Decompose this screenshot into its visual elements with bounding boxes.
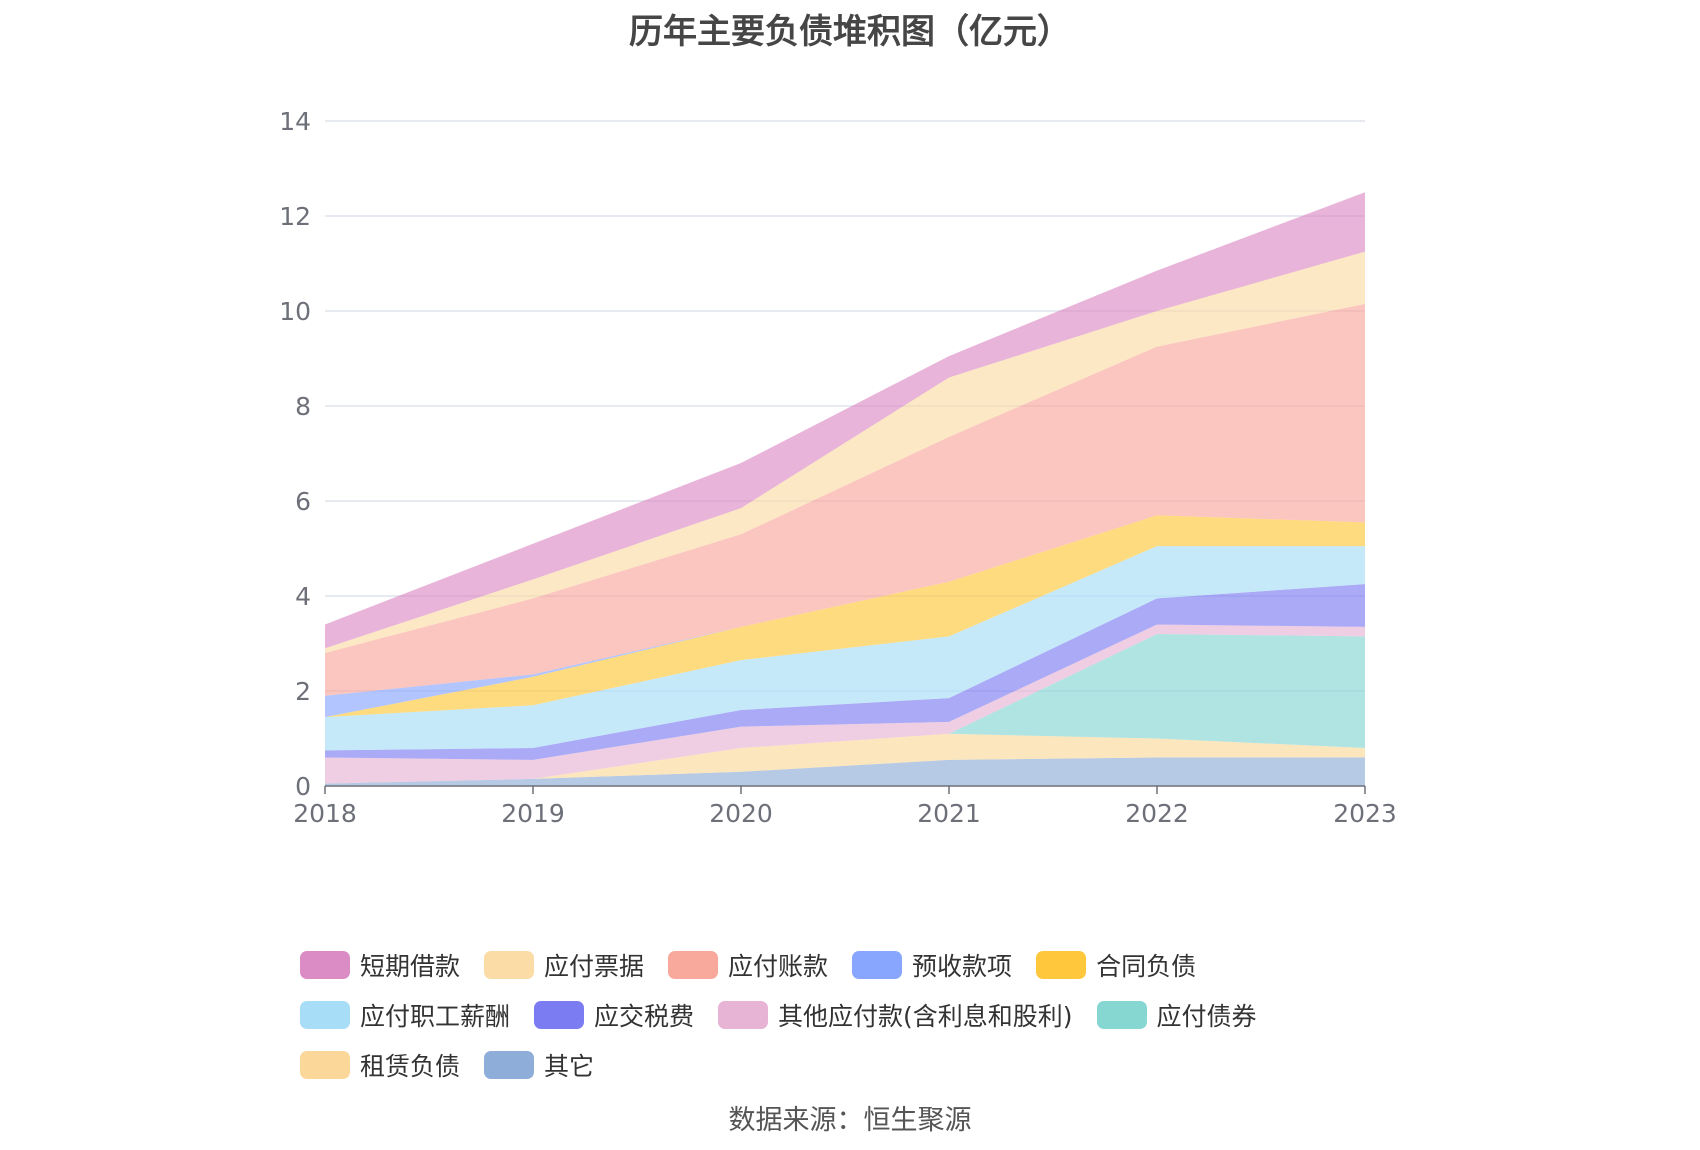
y-tick-label: 12 [279, 202, 311, 231]
legend-label: 合同负债 [1096, 952, 1197, 981]
area-series [325, 251, 1365, 653]
legend-item[interactable]: 应付职工薪酬 [300, 1000, 511, 1031]
legend-swatch [1096, 1001, 1147, 1029]
chart-title: 历年主要负债堆积图（亿元） [629, 12, 1071, 52]
legend-item[interactable]: 合同负债 [1036, 950, 1197, 981]
legend-swatch [1036, 951, 1087, 979]
legend-label: 应付职工薪酬 [360, 1002, 511, 1031]
area-series [325, 515, 1365, 718]
legend-item[interactable]: 其它 [484, 1050, 595, 1081]
area-series [325, 634, 1365, 784]
chart-plot: 0 2 4 6 8 10 12 14 2018 2019 2020 2021 2022 2023 [279, 107, 1397, 828]
y-tick-label: 8 [295, 392, 311, 421]
x-tick-label: 2019 [501, 799, 565, 828]
axis-layer: 0 2 4 6 8 10 12 14 2018 2019 2020 2021 2022 2023 [279, 107, 1397, 828]
area-series [325, 624, 1365, 784]
area-series [325, 757, 1365, 786]
legend-label: 应付债券 [1156, 1002, 1257, 1031]
legend: 短期借款 应付票据 应付账款 预收款项 合同负债应付职工薪酬 应交税费 其他应付款(含利息和… [300, 950, 1420, 1081]
legend-label: 其他应付款(含利息和股利) [778, 1002, 1073, 1031]
legend-label: 应付票据 [544, 952, 645, 981]
legend-swatch [668, 951, 719, 979]
y-tick-label: 4 [295, 582, 311, 611]
legend-swatch [300, 951, 350, 979]
legend-label: 应付账款 [728, 952, 829, 981]
y-tick-label: 6 [295, 487, 311, 516]
legend-label: 租赁负债 [360, 1052, 461, 1081]
legend-swatch [718, 1001, 769, 1029]
area-layer [325, 192, 1365, 786]
legend-item[interactable]: 应付账款 [668, 950, 829, 981]
x-tick-label: 2022 [1125, 799, 1189, 828]
legend-label: 应交税费 [594, 1002, 695, 1031]
area-series [325, 303, 1365, 696]
legend-item[interactable]: 应付票据 [484, 950, 645, 981]
x-tick-label: 2023 [1333, 799, 1397, 828]
legend-item[interactable]: 应交税费 [534, 1000, 695, 1031]
legend-swatch [300, 1051, 350, 1079]
legend-item[interactable]: 租赁负债 [300, 1050, 461, 1081]
area-series [325, 192, 1365, 649]
legend-swatch [484, 1051, 535, 1079]
y-tick-label: 2 [295, 677, 311, 706]
y-tick-label: 0 [295, 772, 311, 801]
area-series [325, 733, 1365, 784]
area-series [325, 584, 1365, 760]
legend-item[interactable]: 预收款项 [852, 950, 1013, 981]
legend-item[interactable]: 其他应付款(含利息和股利) [718, 1000, 1073, 1031]
legend-label: 其它 [544, 1052, 595, 1081]
legend-swatch [534, 1001, 585, 1029]
area-series [325, 515, 1365, 718]
legend-label: 预收款项 [912, 952, 1013, 981]
legend-item[interactable]: 应付债券 [1096, 1000, 1257, 1031]
x-tick-label: 2021 [917, 799, 981, 828]
legend-swatch [484, 951, 535, 979]
legend-swatch [852, 951, 903, 979]
source-note: 数据来源：恒生聚源 [728, 1105, 972, 1136]
x-tick-label: 2018 [293, 799, 357, 828]
x-tick-label: 2020 [709, 799, 773, 828]
legend-item[interactable]: 短期借款 [300, 950, 461, 981]
legend-label: 短期借款 [360, 952, 461, 981]
legend-swatch [300, 1001, 350, 1029]
y-tick-label: 10 [279, 297, 311, 326]
y-tick-label: 14 [279, 107, 311, 136]
